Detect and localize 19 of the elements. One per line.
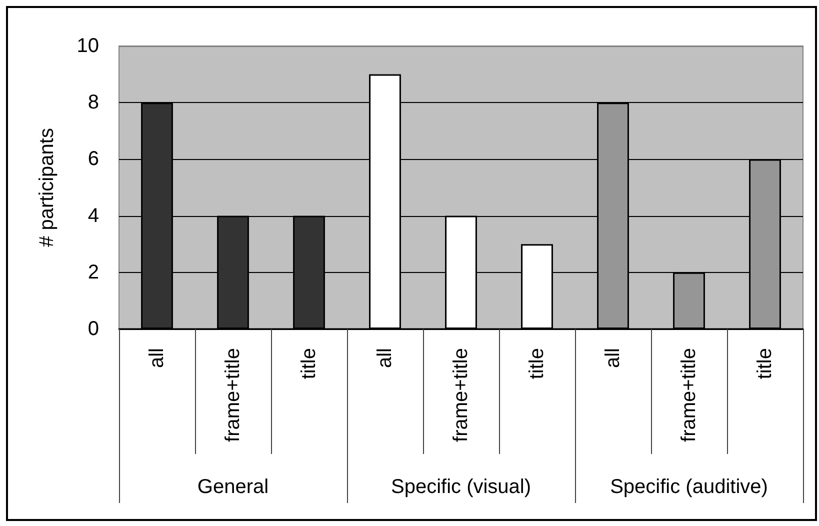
- y-tick-label: 8: [88, 92, 99, 114]
- x-tick-label: title: [298, 348, 320, 380]
- y-tick-label: 10: [76, 35, 99, 57]
- x-tick-label: title: [754, 348, 776, 380]
- text: Specific (auditive): [610, 476, 768, 498]
- x-tick-label: frame+title: [678, 348, 700, 442]
- x-tick-label: title: [526, 348, 548, 380]
- y-tick-label: 0: [88, 318, 99, 340]
- x-tick-label: frame+title: [450, 348, 472, 442]
- y-tick-label: 4: [88, 204, 99, 227]
- text: General: [197, 476, 269, 498]
- y-tick-label: 6: [88, 148, 99, 170]
- x-tick-label: all: [602, 348, 624, 368]
- x-tick-label: frame+title: [222, 348, 244, 442]
- x-tick-label: all: [146, 348, 168, 368]
- y-axis-title: # participants: [36, 128, 58, 247]
- y-tick-label: 2: [88, 261, 99, 284]
- x-tick-label: all: [374, 348, 396, 368]
- text: Specific (visual): [390, 476, 532, 498]
